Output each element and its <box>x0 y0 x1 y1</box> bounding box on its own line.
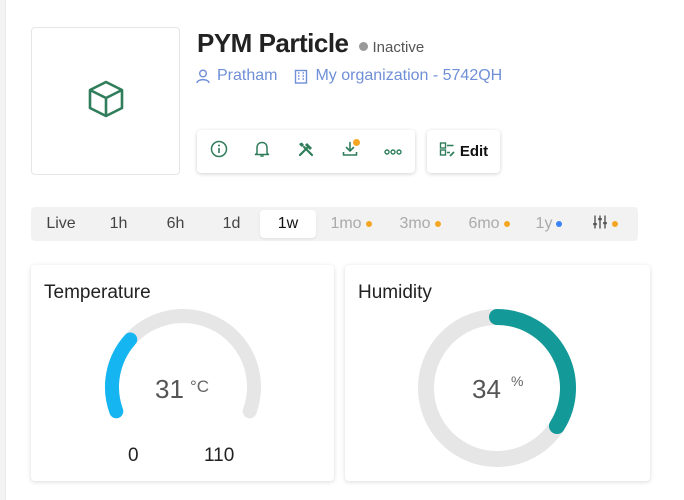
more-button[interactable] <box>371 130 415 173</box>
info-button[interactable] <box>197 130 241 173</box>
range-label: 6h <box>166 215 185 232</box>
device-header: PYM Particle Inactive <box>197 28 424 59</box>
premium-dot <box>503 221 510 227</box>
range-1y[interactable]: 1y <box>529 207 569 241</box>
range-6mo[interactable]: 6mo <box>460 207 518 241</box>
sliders-icon <box>592 214 608 235</box>
temperature-max: 110 <box>204 445 235 466</box>
device-title: PYM Particle <box>197 28 349 58</box>
edit-icon <box>439 141 455 162</box>
more-icon <box>384 143 402 161</box>
range-label: 3mo <box>399 215 431 232</box>
status-dot <box>358 42 368 51</box>
humidity-title: Humidity <box>358 282 432 303</box>
edit-button[interactable]: Edit <box>427 130 500 173</box>
alerts-button[interactable] <box>241 130 285 173</box>
temperature-unit: °C <box>190 377 210 396</box>
temperature-value: 31 <box>155 374 184 404</box>
tools-button[interactable] <box>284 130 328 173</box>
range-label: 1y <box>535 215 553 232</box>
range-1d[interactable]: 1d <box>205 207 258 241</box>
action-toolbar <box>197 130 415 173</box>
humidity-unit: % <box>511 373 524 389</box>
range-1mo[interactable]: 1mo <box>323 207 379 241</box>
temperature-min: 0 <box>128 445 139 466</box>
device-image <box>31 27 180 175</box>
range-label: 6mo <box>468 215 500 232</box>
temperature-title: Temperature <box>44 282 151 303</box>
range-label: 1h <box>109 215 128 232</box>
humidity-value: 34 <box>472 374 501 404</box>
bell-icon <box>254 140 270 163</box>
gauge-fill <box>105 332 138 419</box>
status-text: Inactive <box>372 39 425 56</box>
download-button[interactable] <box>328 130 372 173</box>
range-label: 1mo <box>330 215 362 232</box>
range-live[interactable]: Live <box>35 207 87 241</box>
humidity-gauge <box>418 309 576 467</box>
range-label: Live <box>46 215 76 232</box>
owner-link[interactable]: Pratham <box>217 67 278 84</box>
user-icon <box>196 69 210 84</box>
custom-range-button[interactable] <box>585 207 625 241</box>
tools-icon <box>297 140 315 163</box>
premium-dot <box>612 221 618 227</box>
premium-dot <box>556 221 563 227</box>
range-label: 1w <box>277 215 299 232</box>
humidity-card: Humidity 34 % <box>345 265 650 481</box>
range-label: 1d <box>222 215 241 232</box>
time-range-selector: Live 1h 6h 1d 1w 1mo 3mo 6mo 1y <box>31 207 638 241</box>
info-icon <box>210 140 228 163</box>
premium-dot <box>365 221 372 227</box>
edit-label: Edit <box>459 143 489 160</box>
cube-icon <box>86 79 126 124</box>
range-3mo[interactable]: 3mo <box>391 207 449 241</box>
building-icon <box>294 69 308 84</box>
device-meta: Pratham My organization - 5742QH <box>196 67 502 85</box>
download-badge <box>353 139 361 146</box>
range-6h[interactable]: 6h <box>149 207 202 241</box>
range-1h[interactable]: 1h <box>92 207 145 241</box>
temperature-gauge <box>105 309 261 419</box>
temperature-card: Temperature 31 °C 0 110 <box>31 265 334 481</box>
range-1w[interactable]: 1w <box>260 210 316 238</box>
organization-link[interactable]: My organization - 5742QH <box>315 67 503 84</box>
gauge-fill <box>489 309 576 435</box>
download-icon <box>341 140 359 163</box>
premium-dot <box>434 221 441 227</box>
status-badge: Inactive <box>358 39 425 56</box>
left-edge <box>0 0 6 500</box>
